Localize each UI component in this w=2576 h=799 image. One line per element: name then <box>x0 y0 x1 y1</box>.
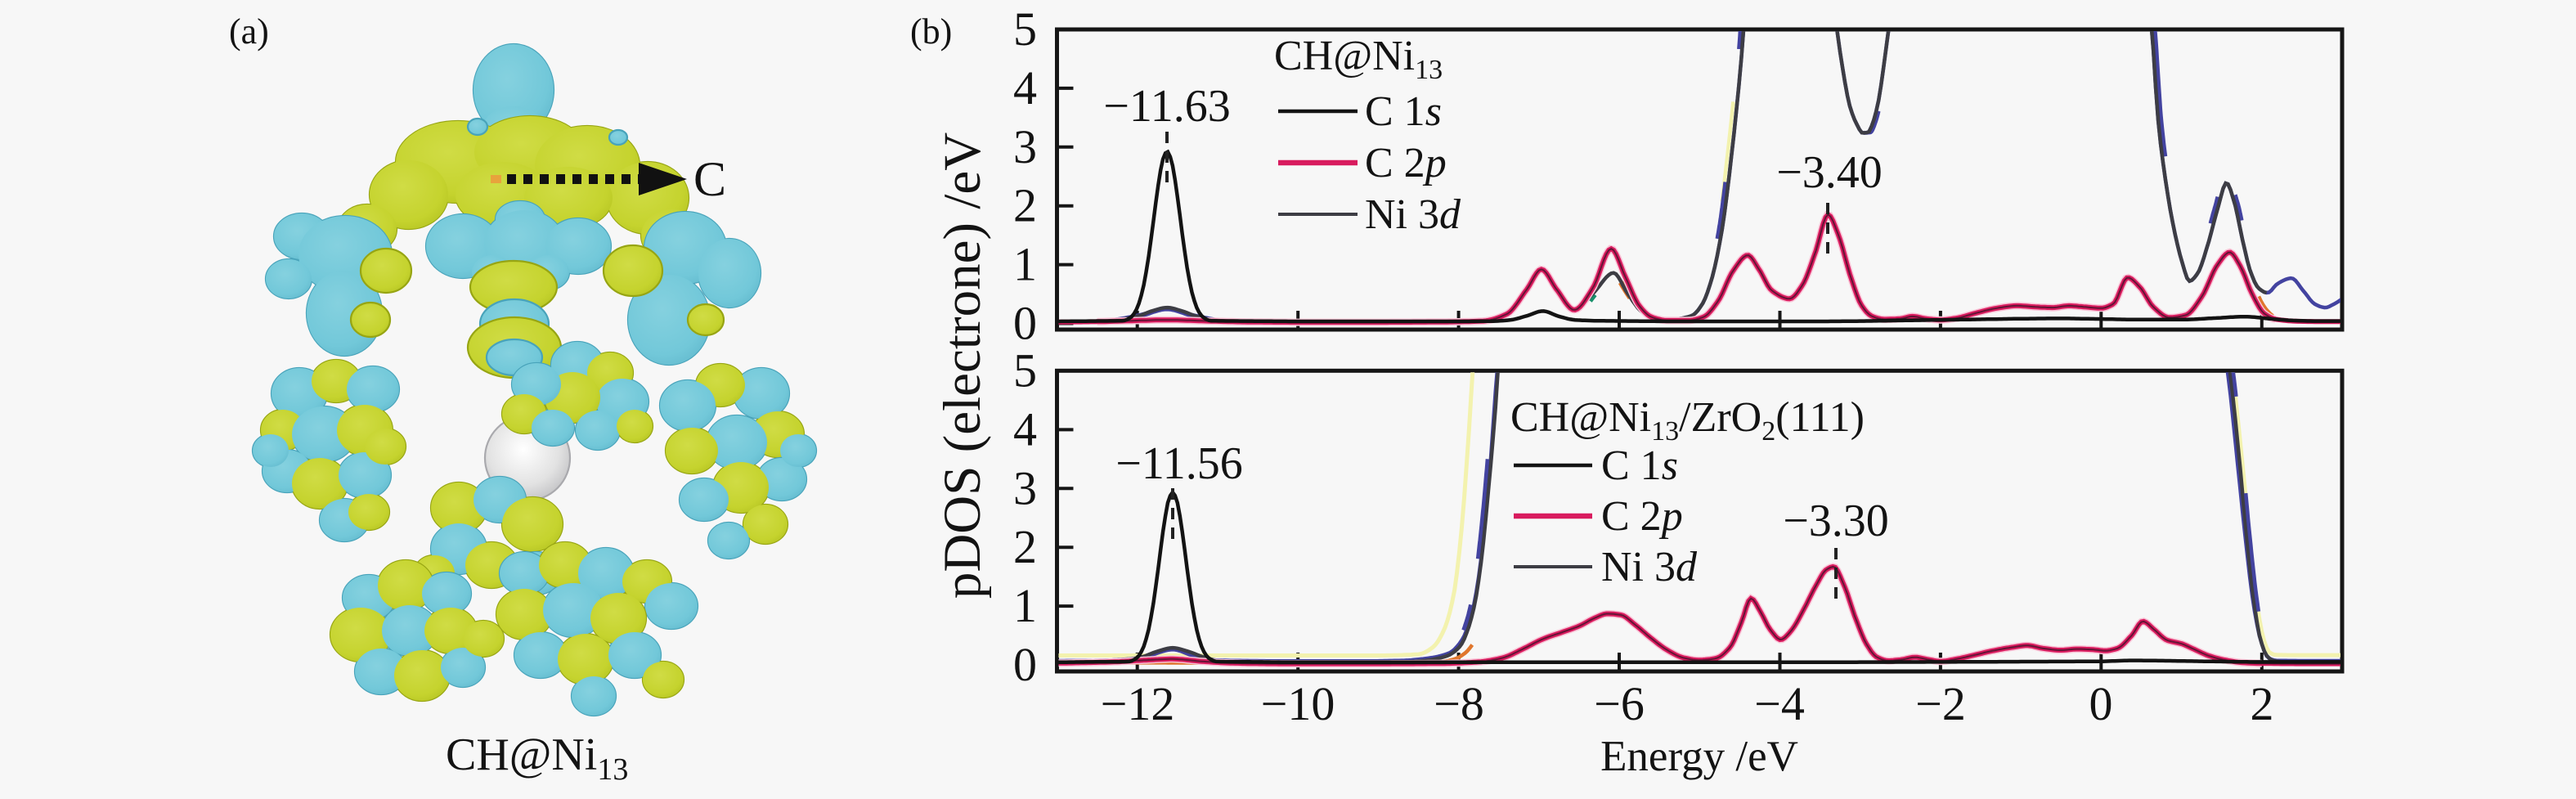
svg-text:−3.30: −3.30 <box>1783 496 1889 546</box>
svg-text:CH@Ni13: CH@Ni13 <box>1274 33 1443 85</box>
svg-text:−11.63: −11.63 <box>1103 81 1231 132</box>
svg-text:C 1s: C 1s <box>1601 442 1678 489</box>
svg-text:1: 1 <box>1013 238 1037 291</box>
svg-text:Ni 3d: Ni 3d <box>1365 191 1461 238</box>
svg-text:0: 0 <box>2089 677 2113 730</box>
svg-text:(b): (b) <box>910 11 952 52</box>
svg-text:4: 4 <box>1013 61 1037 114</box>
svg-text:C: C <box>693 152 726 206</box>
svg-text:−4: −4 <box>1754 677 1805 730</box>
svg-text:3: 3 <box>1013 461 1037 514</box>
svg-text:0: 0 <box>1013 638 1037 691</box>
svg-text:−10: −10 <box>1261 677 1335 730</box>
svg-text:−8: −8 <box>1434 677 1484 730</box>
svg-text:2: 2 <box>2251 677 2274 730</box>
svg-text:−12: −12 <box>1101 677 1175 730</box>
svg-text:pDOS (electrone) /eV: pDOS (electrone) /eV <box>933 132 992 599</box>
svg-text:−11.56: −11.56 <box>1115 438 1243 489</box>
svg-text:2: 2 <box>1013 179 1037 232</box>
svg-text:−6: −6 <box>1594 677 1645 730</box>
svg-text:5: 5 <box>1013 2 1037 56</box>
svg-text:−2: −2 <box>1915 677 1966 730</box>
svg-text:3: 3 <box>1013 120 1037 173</box>
svg-text:2: 2 <box>1013 520 1037 573</box>
svg-text:CH@Ni13/ZrO2(111): CH@Ni13/ZrO2(111) <box>1510 394 1865 447</box>
svg-text:Energy /eV: Energy /eV <box>1600 733 1798 780</box>
svg-text:C 2p: C 2p <box>1601 493 1683 540</box>
svg-text:−3.40: −3.40 <box>1776 147 1883 198</box>
svg-text:0: 0 <box>1013 297 1037 350</box>
svg-text:4: 4 <box>1013 402 1037 456</box>
svg-text:C 2p: C 2p <box>1365 140 1447 186</box>
svg-text:1: 1 <box>1013 579 1037 632</box>
svg-text:Ni 3d: Ni 3d <box>1601 544 1698 590</box>
svg-text:C 1s: C 1s <box>1365 88 1442 135</box>
svg-text:(a): (a) <box>229 11 269 52</box>
svg-text:5: 5 <box>1013 344 1037 397</box>
